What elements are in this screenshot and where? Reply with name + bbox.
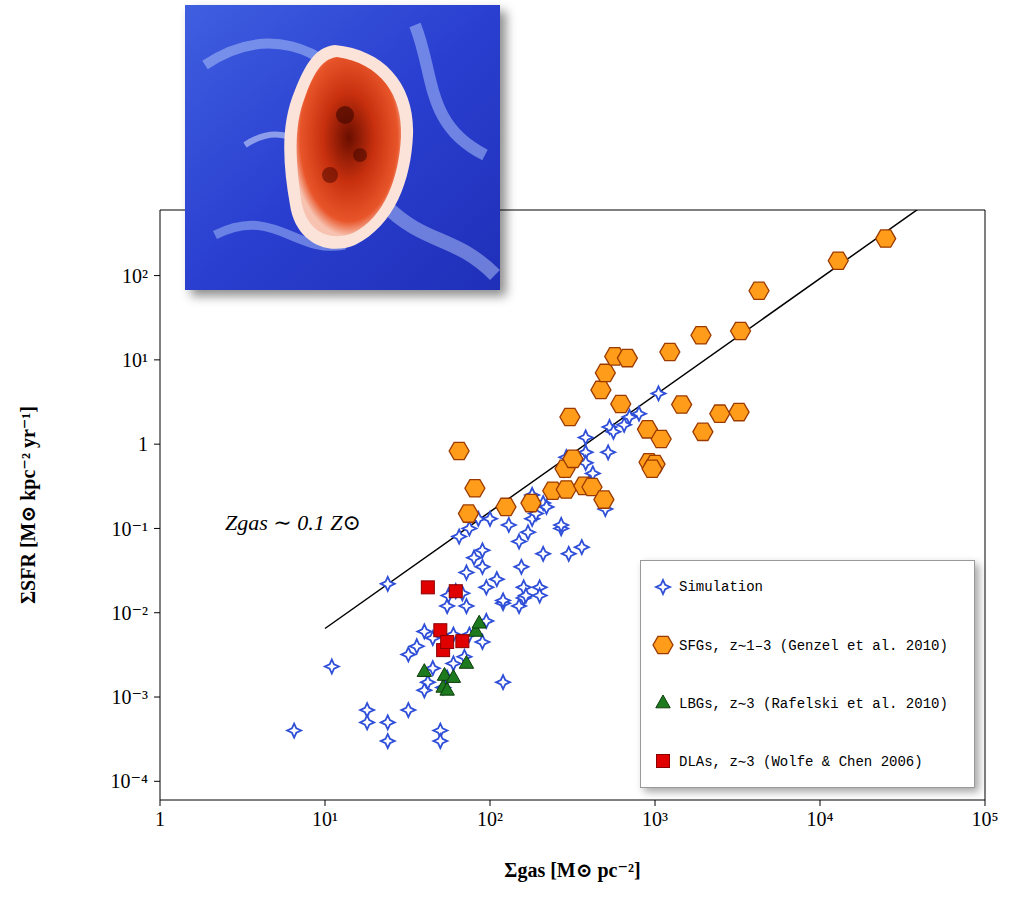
svg-text:10²: 10² — [477, 808, 503, 830]
html-text:Zgas ∼ 0.1 Z⊙: Zgas ∼ 0.1 Z⊙ — [225, 510, 361, 535]
svg-text:10⁵: 10⁵ — [972, 808, 999, 830]
svg-text:1: 1 — [138, 433, 148, 455]
svg-text:10⁻¹: 10⁻¹ — [111, 518, 148, 540]
html-text:DLAs, z∼3 (Wolfe & Chen 2006): DLAs, z∼3 (Wolfe & Chen 2006) — [679, 753, 923, 770]
svg-text:10²: 10² — [122, 265, 148, 287]
svg-text:10³: 10³ — [642, 808, 668, 830]
svg-text:Σgas [M⊙ pc⁻²]: Σgas [M⊙ pc⁻²] — [504, 859, 640, 882]
html-text:SFGs, z∼1–3 (Genzel et al. 201: SFGs, z∼1–3 (Genzel et al. 2010) — [679, 637, 948, 654]
svg-text:10¹: 10¹ — [312, 808, 338, 830]
svg-text:10¹: 10¹ — [122, 349, 148, 371]
svg-text:10⁻⁴: 10⁻⁴ — [110, 770, 148, 792]
svg-text:10⁻³: 10⁻³ — [111, 686, 148, 708]
svg-text:1: 1 — [155, 808, 165, 830]
svg-text:10⁴: 10⁴ — [807, 808, 834, 830]
html-text:Simulation: Simulation — [679, 579, 763, 595]
svg-text:ΣSFR [M⊙ kpc⁻² yr⁻¹]: ΣSFR [M⊙ kpc⁻² yr⁻¹] — [17, 406, 40, 604]
html-text:LBGs, z∼3 (Rafelski et al. 201: LBGs, z∼3 (Rafelski et al. 2010) — [679, 695, 948, 712]
svg-text:10⁻²: 10⁻² — [111, 602, 148, 624]
